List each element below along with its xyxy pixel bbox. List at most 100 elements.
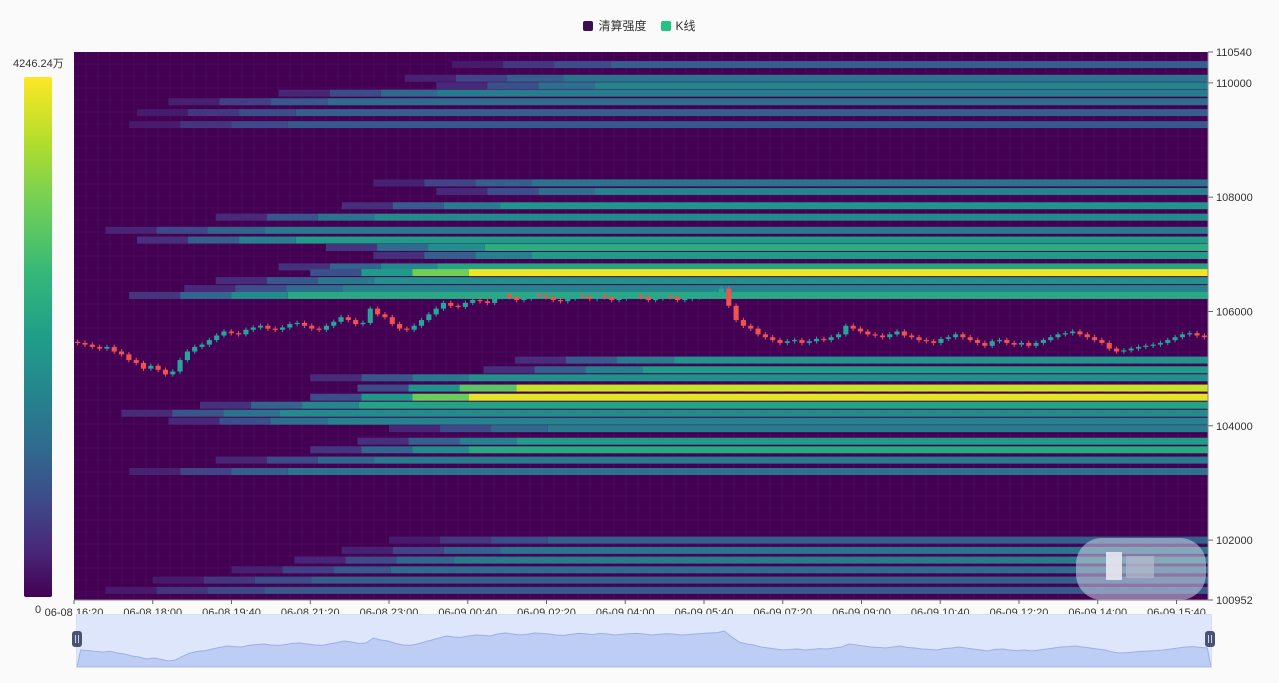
candle-body-54 (470, 300, 476, 303)
heat-band-16-seg-2 (412, 269, 470, 277)
candle-body-112 (894, 331, 900, 335)
heat-band-24-seg-1 (361, 393, 413, 401)
heat-band-27-seg-3 (327, 417, 1208, 425)
legend-label-intensity: 清算强度 (598, 19, 647, 33)
candle-body-4 (104, 346, 110, 349)
candle-body-9 (140, 362, 147, 369)
candle-body-99 (799, 340, 805, 343)
y-axis: 110540 110000 108000 106000 104000 102000 1009… (1207, 47, 1253, 607)
candle-body-92 (748, 325, 754, 329)
candle-body-14 (177, 360, 183, 372)
candle-body-62 (528, 294, 534, 299)
heat-band-4-seg-3 (327, 98, 1208, 106)
heat-band-12-seg-0 (137, 236, 189, 244)
heat-band-9-seg-1 (392, 202, 444, 210)
heat-band-35-seg-1 (345, 556, 397, 564)
heat-band-38-seg-2 (207, 586, 265, 594)
candle-body-151 (1179, 334, 1185, 338)
candle-body-129 (1018, 342, 1024, 345)
heat-band-7-seg-0 (373, 179, 425, 187)
heat-band-14-seg-3 (532, 251, 1208, 259)
heat-band-38-seg-1 (156, 586, 208, 594)
candle-body-39 (360, 322, 366, 325)
candle-body-123 (974, 340, 981, 343)
heat-band-38-seg-3 (264, 586, 1208, 594)
candle-body-76 (631, 295, 637, 297)
candle-body-75 (623, 296, 629, 299)
legend-label-kline: K线 (675, 19, 696, 33)
heat-band-0-seg-2 (554, 61, 611, 69)
candle-body-17 (199, 344, 205, 347)
candle-body-102 (821, 338, 827, 341)
heat-band-8-seg-3 (595, 187, 1208, 195)
chart-legend: 清算强度 K线 (0, 17, 1279, 34)
heat-band-6-seg-1 (180, 121, 232, 129)
candle-body-107 (857, 328, 864, 332)
legend-item-kline[interactable]: K线 (660, 17, 696, 34)
datazoom-slider[interactable] (76, 614, 1212, 668)
heat-band-29-seg-0 (357, 437, 409, 445)
candle-body-144 (1128, 348, 1134, 351)
heat-band-33-seg-2 (491, 536, 548, 544)
heat-band-3-seg-2 (380, 89, 438, 97)
heat-band-12-seg-3 (295, 236, 1208, 244)
candle-body-91 (740, 320, 746, 326)
heat-band-37-seg-2 (254, 576, 312, 584)
heat-band-32-seg-1 (180, 468, 232, 476)
candle-body-150 (1172, 337, 1178, 341)
datazoom-handle-right[interactable] (1205, 631, 1215, 647)
heat-band-30-seg-1 (361, 446, 413, 454)
heat-band-9-seg-0 (341, 202, 393, 210)
heat-band-17-seg-3 (374, 277, 1208, 285)
candle-body-60 (514, 297, 520, 301)
candle-body-87 (711, 293, 717, 295)
candle-body-31 (301, 322, 308, 326)
datazoom-handle-left[interactable] (72, 631, 82, 647)
heat-band-16-seg-3 (469, 269, 1208, 277)
y-tick-label-6: 100952 (1216, 595, 1253, 607)
candle-body-96 (777, 340, 783, 343)
candle-body-115 (916, 337, 922, 341)
heat-band-23-seg-0 (357, 384, 409, 392)
heat-band-33-seg-3 (547, 536, 1208, 544)
heat-band-11-seg-2 (207, 226, 265, 234)
heat-band-16-seg-0 (310, 269, 362, 277)
candle-body-140 (1099, 340, 1105, 343)
candle-body-72 (601, 295, 607, 298)
heat-band-3-seg-3 (437, 89, 1208, 97)
heat-band-9-seg-2 (443, 202, 501, 210)
heat-band-4-seg-2 (270, 98, 328, 106)
candle-body-79 (653, 298, 659, 301)
heat-band-5-seg-2 (239, 109, 296, 117)
candle-body-69 (579, 295, 586, 297)
candle-body-49 (433, 308, 439, 315)
candle-body-142 (1113, 348, 1120, 352)
heat-band-27-seg-2 (270, 417, 328, 425)
heat-band-10-seg-1 (266, 213, 318, 221)
heat-band-34-seg-0 (341, 546, 393, 554)
candle-body-85 (696, 295, 703, 298)
heat-band-22-seg-3 (469, 374, 1208, 382)
heat-band-35-seg-0 (294, 556, 346, 564)
heat-band-26-seg-0 (121, 409, 173, 417)
y-tick-label-1: 110000 (1216, 78, 1252, 90)
heat-band-5-seg-0 (137, 109, 189, 117)
candle-body-130 (1026, 342, 1032, 346)
candle-body-118 (938, 338, 944, 343)
heat-band-19-seg-3 (287, 291, 1208, 299)
heat-band-22-seg-2 (412, 374, 470, 382)
candle-body-64 (543, 295, 549, 298)
datazoom-area (76, 630, 1212, 668)
heat-band-21-seg-0 (483, 366, 535, 374)
legend-item-intensity[interactable]: 清算强度 (583, 17, 647, 34)
visualmap-gradient-bar[interactable] (24, 77, 52, 597)
heat-band-15-seg-1 (329, 263, 381, 271)
heat-band-17-seg-1 (266, 277, 318, 285)
candle-body-34 (323, 325, 329, 330)
candle-body-97 (784, 341, 790, 343)
candle-body-104 (835, 334, 842, 338)
candle-body-26 (265, 325, 271, 329)
candle-body-103 (828, 337, 834, 341)
heat-band-27-seg-0 (168, 417, 220, 425)
